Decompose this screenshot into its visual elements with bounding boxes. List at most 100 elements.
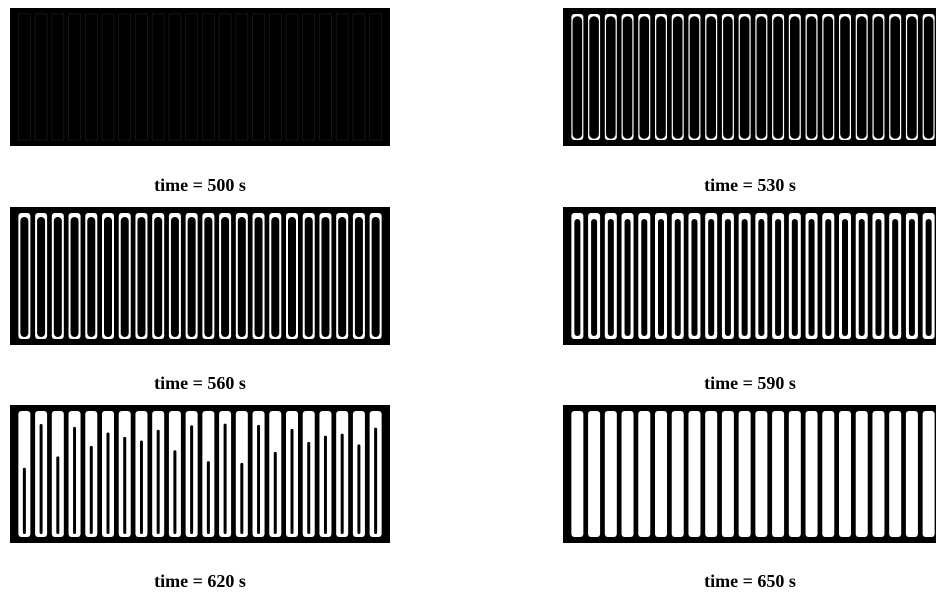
channel (672, 411, 684, 537)
wet-region (874, 16, 884, 139)
wet-region (875, 219, 881, 336)
wet-region (926, 219, 932, 336)
wet-region (825, 219, 831, 336)
wet-region (890, 16, 900, 139)
wet-region (589, 16, 599, 139)
wet-region (37, 217, 45, 337)
wet-streak (374, 428, 377, 534)
panel-image (10, 8, 390, 146)
wet-streak (107, 432, 110, 534)
channel (789, 411, 801, 537)
wet-region (757, 16, 767, 139)
channel (772, 411, 784, 537)
channel (688, 411, 700, 537)
panel-image (10, 207, 390, 345)
wet-region (723, 16, 733, 139)
channel (655, 411, 667, 537)
wet-streak (56, 456, 59, 534)
panel-image (563, 405, 936, 543)
wet-streak (224, 424, 227, 534)
wet-region (238, 217, 246, 337)
wet-region (758, 219, 764, 336)
channel (839, 411, 851, 537)
panel-image (563, 207, 936, 345)
wet-region (658, 219, 664, 336)
wet-region (204, 217, 212, 337)
channel (622, 411, 634, 537)
wet-streak (190, 425, 193, 534)
wet-region (691, 219, 697, 336)
wet-region (606, 16, 616, 139)
channel (806, 411, 818, 537)
channel (571, 411, 583, 537)
wet-region (20, 217, 28, 337)
wet-region (288, 217, 296, 337)
wet-region (690, 16, 700, 139)
channel (856, 411, 868, 537)
wet-region (907, 16, 917, 139)
wet-region (859, 219, 865, 336)
image-background (10, 8, 390, 146)
wet-streak (324, 436, 327, 534)
wet-region (807, 16, 817, 139)
wet-region (573, 16, 583, 139)
wet-region (255, 217, 263, 337)
wet-region (154, 217, 162, 337)
channel (588, 411, 600, 537)
wet-region (673, 16, 683, 139)
figure: time = 500 s time = 530 s time = 560 s time… (0, 0, 936, 596)
wet-streak (207, 461, 210, 534)
wet-region (625, 219, 631, 336)
wet-region (321, 217, 329, 337)
caption: time = 530 s (704, 175, 796, 195)
channel (755, 411, 767, 537)
caption: time = 590 s (704, 373, 796, 393)
wet-streak (157, 430, 160, 534)
wet-streak (291, 429, 294, 534)
image-background (10, 405, 390, 543)
channel (638, 411, 650, 537)
channel (889, 411, 901, 537)
channel (923, 411, 935, 537)
wet-streak (23, 468, 26, 534)
channel (822, 411, 834, 537)
wet-region (656, 16, 666, 139)
wet-streak (73, 427, 76, 534)
wet-region (338, 217, 346, 337)
wet-region (708, 219, 714, 336)
wet-streak (341, 434, 344, 534)
caption: time = 650 s (704, 571, 796, 591)
wet-region (706, 16, 716, 139)
wet-region (188, 217, 196, 337)
wet-streak (40, 424, 43, 534)
wet-region (840, 16, 850, 139)
wet-region (639, 16, 649, 139)
wet-region (54, 217, 62, 337)
wet-region (87, 217, 95, 337)
wet-region (823, 16, 833, 139)
channel (906, 411, 918, 537)
wet-region (809, 219, 815, 336)
wet-region (924, 16, 934, 139)
wet-region (104, 217, 112, 337)
channel (739, 411, 751, 537)
wet-streak (173, 450, 176, 534)
channel (605, 411, 617, 537)
caption: time = 500 s (154, 175, 246, 195)
wet-region (675, 219, 681, 336)
wet-region (591, 219, 597, 336)
wet-region (775, 219, 781, 336)
wet-region (623, 16, 633, 139)
wet-streak (257, 425, 260, 534)
wet-region (271, 217, 279, 337)
wet-streak (240, 463, 243, 534)
caption: time = 560 s (154, 373, 246, 393)
channel (705, 411, 717, 537)
wet-region (792, 219, 798, 336)
channel (872, 411, 884, 537)
wet-region (641, 219, 647, 336)
panel-image (563, 8, 936, 146)
wet-region (305, 217, 313, 337)
wet-streak (123, 437, 126, 534)
wet-region (909, 219, 915, 336)
